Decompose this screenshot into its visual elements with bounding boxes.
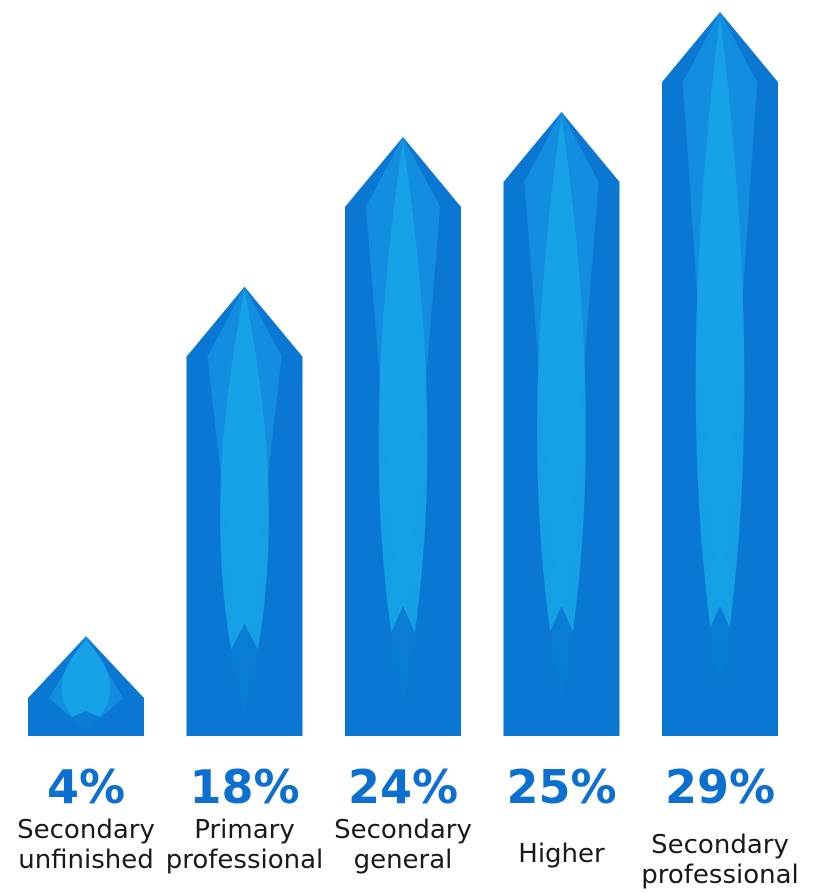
category-label-4: Higher — [518, 839, 605, 869]
value-label-2: 18% — [189, 760, 299, 814]
category-label-1: Secondary unfinished — [17, 815, 155, 875]
bar-2 — [186, 286, 303, 736]
bars-group — [28, 12, 778, 737]
value-label-4: 25% — [506, 760, 616, 814]
category-label-5: Secondary professional — [641, 830, 799, 890]
value-label-3: 24% — [348, 760, 458, 814]
bar-1 — [28, 636, 144, 736]
value-label-1: 4% — [47, 760, 125, 814]
bar-5 — [662, 12, 778, 736]
value-labels-group: 4% 18% 24% 25% 29% — [47, 760, 775, 814]
value-label-5: 29% — [665, 760, 775, 814]
bar-4 — [503, 111, 620, 737]
category-label-3: Secondary general — [334, 815, 472, 875]
bar-3 — [345, 136, 461, 737]
category-label-2: Primary professional — [166, 815, 324, 875]
